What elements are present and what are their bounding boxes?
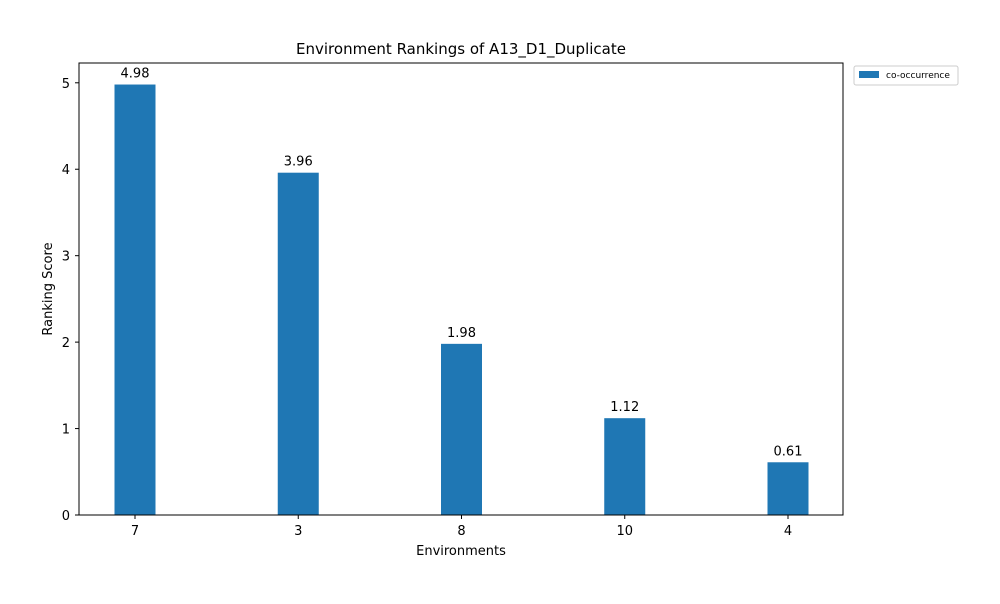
chart-title: Environment Rankings of A13_D1_Duplicate [296, 40, 626, 59]
y-tick-label-0: 0 [62, 509, 70, 524]
y-axis-ticks: 0 1 2 3 4 5 [62, 77, 79, 524]
data-label-10: 1.12 [610, 400, 639, 415]
x-axis-ticks: 7 3 8 10 4 [131, 515, 792, 539]
bar-8 [441, 343, 482, 515]
bars-group [114, 84, 809, 516]
y-axis-label: Ranking Score [41, 242, 56, 335]
y-tick-label-1: 1 [62, 423, 70, 438]
legend: co-occurrence [853, 65, 959, 86]
data-label-7: 4.98 [121, 67, 150, 82]
y-tick-label-2: 2 [62, 336, 70, 351]
y-tick-label-4: 4 [62, 163, 70, 178]
bar-3 [277, 172, 319, 515]
data-label-8: 1.98 [447, 326, 476, 341]
data-label-4: 0.61 [774, 444, 803, 459]
x-tick-label-8: 8 [457, 524, 465, 539]
x-tick-label-4: 4 [784, 524, 792, 539]
bar-4 [767, 462, 809, 515]
x-axis-label: Environments [416, 544, 506, 559]
legend-box [853, 65, 959, 86]
x-tick-label-10: 10 [616, 524, 633, 539]
legend-label: co-occurrence [886, 71, 950, 81]
y-tick-label-5: 5 [62, 77, 70, 92]
legend-swatch [859, 71, 879, 78]
x-tick-label-7: 7 [131, 524, 139, 539]
bar-10 [604, 418, 646, 515]
y-tick-label-3: 3 [62, 250, 70, 265]
x-tick-label-3: 3 [294, 524, 302, 539]
data-labels-group: 4.98 3.96 1.98 1.12 0.61 [121, 67, 803, 460]
data-label-3: 3.96 [284, 155, 313, 170]
bar-7 [114, 84, 156, 516]
